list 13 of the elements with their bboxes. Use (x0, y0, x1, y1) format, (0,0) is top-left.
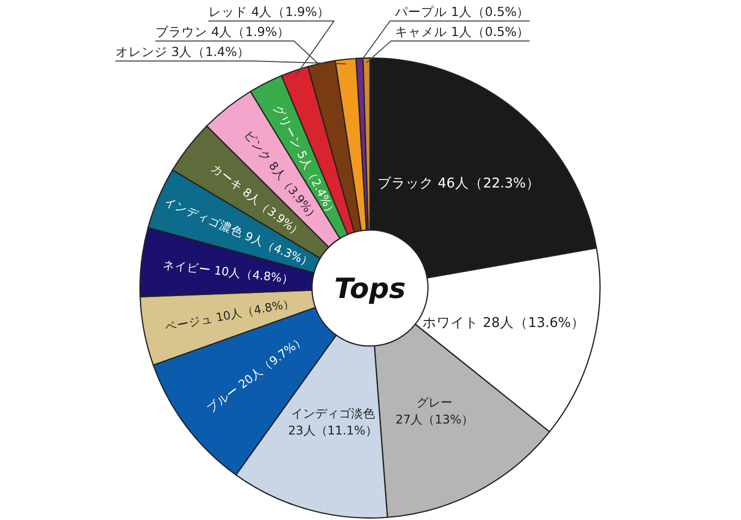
slice-label: ブラック 46人（22.3%） (378, 175, 540, 192)
data-label: 23人（11.1%） (288, 423, 378, 438)
slice-label: ベージュ 10人（4.8%） (164, 296, 296, 334)
slice-label: ブラウン 4人（1.9%） (155, 24, 290, 39)
slice-label: オレンジ 3人（1.4%） (115, 44, 250, 59)
slice-label: グレー (416, 396, 452, 410)
slice-label: インディゴ淡色 (290, 406, 375, 420)
data-label: 27人（13%） (395, 412, 474, 427)
slice-label: パープル 1人（0.5%） (394, 4, 530, 19)
text: Tops (334, 272, 406, 305)
slice-label: キャメル 1人（0.5%） (395, 24, 530, 39)
slice-label: ホワイト 28人（13.6%） (422, 315, 585, 332)
slice-label: レッド 4人（1.9%） (208, 4, 330, 19)
